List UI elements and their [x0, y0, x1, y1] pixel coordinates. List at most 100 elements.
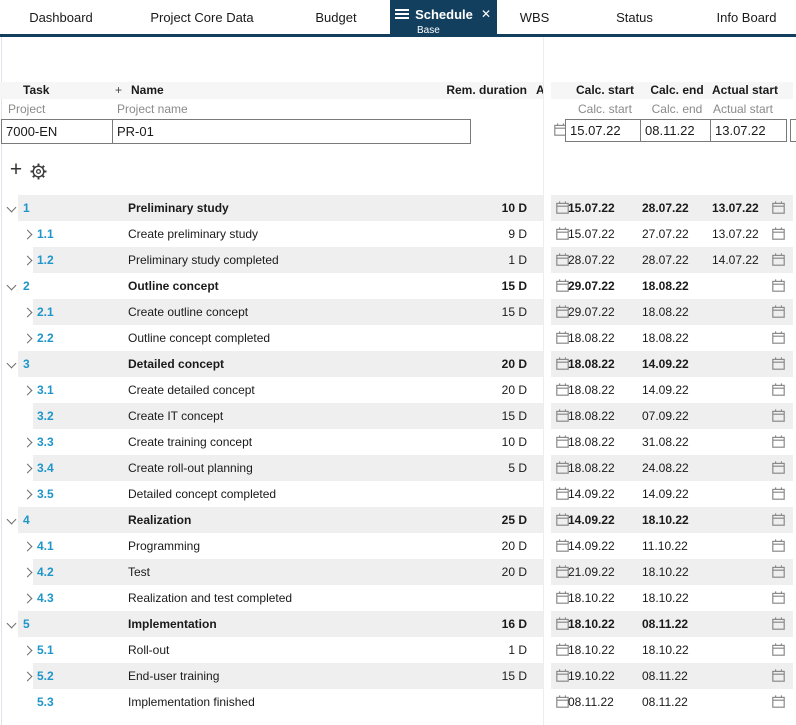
actual-start-cell[interactable]: 14.07.22 — [712, 253, 759, 267]
calendar-icon[interactable] — [772, 461, 785, 474]
calc-end-cell[interactable]: 11.10.22 — [642, 539, 688, 553]
calendar-icon[interactable] — [772, 513, 785, 526]
calendar-icon[interactable] — [556, 539, 569, 552]
calendar-icon[interactable] — [772, 435, 785, 448]
calendar-icon[interactable] — [772, 643, 785, 656]
calendar-icon[interactable] — [772, 539, 785, 552]
task-row[interactable]: 5.3 Implementation finished — [0, 689, 543, 715]
calc-end-cell[interactable]: 18.10.22 — [642, 643, 689, 657]
task-number-link[interactable]: 5 — [23, 617, 30, 631]
calc-end-cell[interactable]: 18.08.22 — [642, 305, 689, 319]
calendar-icon[interactable] — [772, 201, 785, 214]
task-number-link[interactable]: 4 — [23, 513, 30, 527]
task-row[interactable]: 3.3 Create training concept 10 D — [0, 429, 543, 455]
rem-duration-cell[interactable]: 15 D — [501, 305, 527, 319]
actual-start-cell[interactable]: 13.07.22 — [712, 201, 759, 215]
task-row-dates[interactable]: 18.08.22 31.08.22 — [551, 429, 793, 455]
task-row[interactable]: 2.2 Outline concept completed — [0, 325, 543, 351]
task-row-dates[interactable]: 18.08.22 18.08.22 — [551, 325, 793, 351]
task-name-cell[interactable]: Create outline concept — [128, 305, 249, 319]
calendar-icon[interactable] — [556, 617, 569, 630]
calc-start-cell[interactable]: 18.08.22 — [568, 409, 615, 423]
task-row-dates[interactable]: 18.10.22 08.11.22 — [551, 611, 793, 637]
task-row[interactable]: 3.4 Create roll-out planning 5 D — [0, 455, 543, 481]
task-number-link[interactable]: 4.1 — [37, 539, 54, 553]
calc-end-cell[interactable]: 08.11.22 — [642, 695, 688, 709]
calendar-icon[interactable] — [556, 513, 569, 526]
column-header-clipped[interactable]: A — [536, 83, 543, 97]
task-row[interactable]: 4.3 Realization and test completed — [0, 585, 543, 611]
calc-start-cell[interactable]: 19.10.22 — [568, 669, 615, 683]
calendar-icon[interactable] — [772, 279, 785, 292]
task-row-dates[interactable]: 18.10.22 18.10.22 — [551, 637, 793, 663]
rem-duration-cell[interactable]: 1 D — [508, 643, 527, 657]
tab-dashboard[interactable]: Dashboard — [29, 9, 93, 25]
task-number-link[interactable]: 3.5 — [37, 487, 54, 501]
chevron-down-icon[interactable] — [6, 202, 17, 213]
task-row-dates[interactable]: 21.09.22 18.10.22 — [551, 559, 793, 585]
task-name-cell[interactable]: Create training concept — [128, 435, 253, 449]
calendar-icon[interactable] — [772, 409, 785, 422]
close-tab-icon[interactable]: ✕ — [480, 7, 491, 21]
task-row[interactable]: 3.5 Detailed concept completed — [0, 481, 543, 507]
calc-start-cell[interactable]: 18.08.22 — [568, 383, 615, 397]
chevron-right-icon[interactable] — [22, 567, 33, 578]
task-row-dates[interactable]: 08.11.22 08.11.22 — [551, 689, 793, 715]
add-column-icon[interactable]: + — [115, 83, 123, 97]
task-number-link[interactable]: 1.1 — [37, 227, 54, 241]
task-name-cell[interactable]: Detailed concept — [128, 357, 225, 371]
tab-wbs[interactable]: WBS — [519, 9, 550, 25]
column-header-calc-start[interactable]: Calc. start — [575, 83, 635, 97]
calendar-icon[interactable] — [556, 201, 569, 214]
rem-duration-cell[interactable]: 15 D — [501, 409, 527, 423]
calc-start-cell[interactable]: 18.10.22 — [568, 617, 615, 631]
calc-start-cell[interactable]: 18.10.22 — [568, 591, 615, 605]
rem-duration-cell[interactable]: 15 D — [501, 669, 527, 683]
calendar-icon[interactable] — [556, 279, 569, 292]
task-number-link[interactable]: 4.2 — [37, 565, 54, 579]
calendar-icon[interactable] — [772, 669, 785, 682]
task-row[interactable]: 1.1 Create preliminary study 9 D — [0, 221, 543, 247]
chevron-right-icon[interactable] — [22, 463, 33, 474]
project-actual-start-input[interactable] — [710, 119, 787, 142]
task-name-cell[interactable]: Outline concept — [128, 279, 219, 293]
calendar-icon[interactable] — [556, 357, 569, 370]
chevron-down-icon[interactable] — [6, 618, 17, 629]
task-name-cell[interactable]: Implementation finished — [128, 695, 255, 709]
calc-start-cell[interactable]: 18.08.22 — [568, 357, 615, 371]
calc-end-cell[interactable]: 31.08.22 — [642, 435, 689, 449]
task-row-dates[interactable]: 18.08.22 14.09.22 — [551, 351, 793, 377]
chevron-right-icon[interactable] — [22, 385, 33, 396]
task-number-link[interactable]: 5.3 — [37, 695, 54, 709]
task-name-cell[interactable]: Roll-out — [128, 643, 170, 657]
rem-duration-cell[interactable]: 15 D — [501, 279, 527, 293]
rem-duration-cell[interactable]: 20 D — [501, 539, 527, 553]
calc-end-cell[interactable]: 18.08.22 — [642, 331, 689, 345]
rem-duration-cell[interactable]: 1 D — [508, 253, 527, 267]
calc-end-cell[interactable]: 14.09.22 — [642, 383, 689, 397]
task-name-cell[interactable]: End-user training — [128, 669, 220, 683]
calendar-icon[interactable] — [556, 695, 569, 708]
calendar-icon[interactable] — [772, 591, 785, 604]
chevron-right-icon[interactable] — [22, 671, 33, 682]
task-name-cell[interactable]: Realization and test completed — [128, 591, 293, 605]
calc-end-cell[interactable]: 28.07.22 — [642, 201, 689, 215]
task-row-dates[interactable]: 18.08.22 24.08.22 — [551, 455, 793, 481]
task-number-link[interactable]: 5.1 — [37, 643, 54, 657]
task-name-cell[interactable]: Create roll-out planning — [128, 461, 253, 475]
calendar-icon[interactable] — [556, 253, 569, 266]
column-header-rem-duration[interactable]: Rem. duration — [446, 83, 527, 97]
rem-duration-cell[interactable]: 20 D — [501, 565, 527, 579]
task-row[interactable]: 2.1 Create outline concept 15 D — [0, 299, 543, 325]
hamburger-menu-icon[interactable] — [395, 9, 409, 19]
task-name-cell[interactable]: Test — [128, 565, 151, 579]
task-name-cell[interactable]: Detailed concept completed — [128, 487, 277, 501]
task-row[interactable]: 3 Detailed concept 20 D — [0, 351, 543, 377]
calc-end-cell[interactable]: 18.10.22 — [642, 591, 689, 605]
task-row-dates[interactable]: 19.10.22 08.11.22 — [551, 663, 793, 689]
task-row[interactable]: 3.2 Create IT concept 15 D — [0, 403, 543, 429]
chevron-right-icon[interactable] — [22, 489, 33, 500]
calc-end-cell[interactable]: 08.11.22 — [642, 617, 689, 631]
calendar-icon[interactable] — [772, 227, 785, 240]
chevron-right-icon[interactable] — [22, 307, 33, 318]
